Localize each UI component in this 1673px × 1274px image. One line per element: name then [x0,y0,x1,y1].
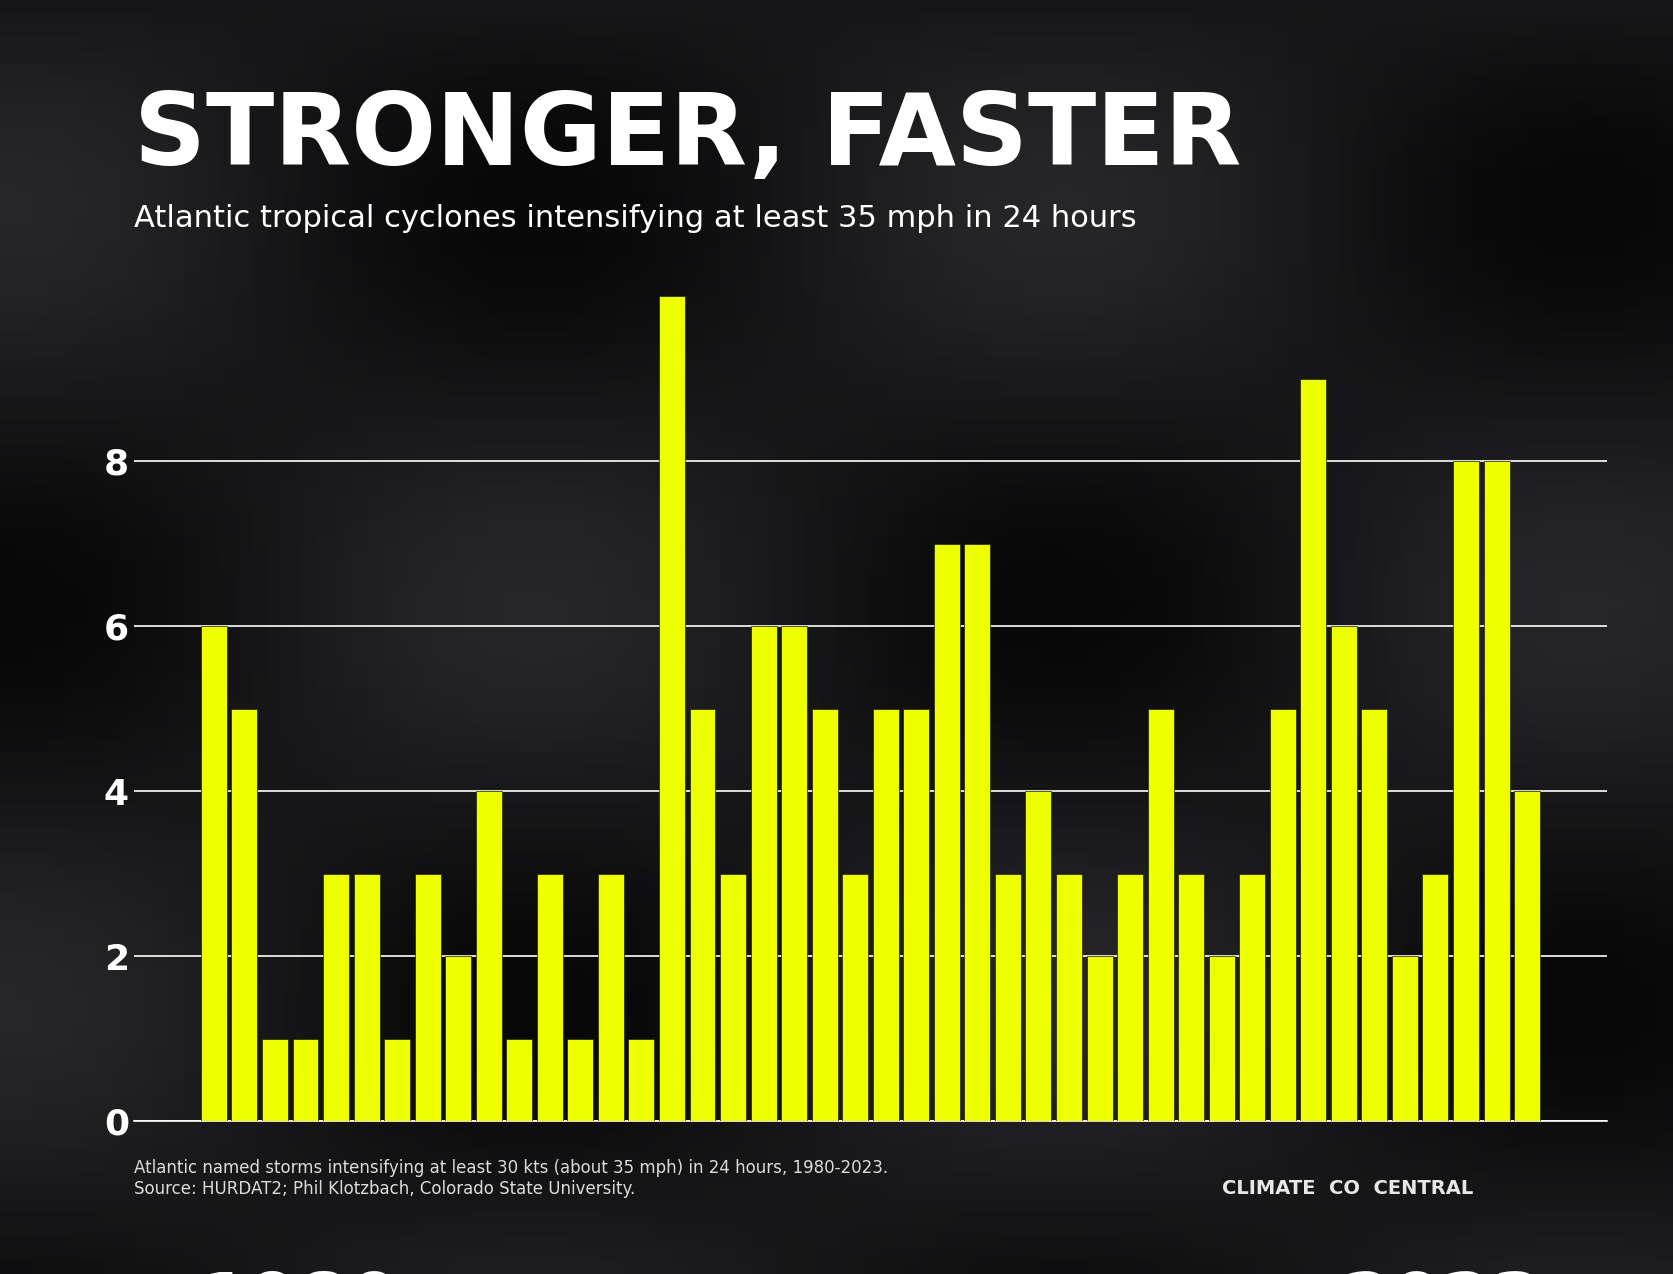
Bar [903,708,929,1121]
Bar [1392,956,1417,1121]
Text: 2023: 2023 [1340,1270,1541,1274]
Bar [842,874,868,1121]
Bar [323,874,348,1121]
Bar [1330,626,1357,1121]
Bar [1116,874,1143,1121]
Bar [689,708,714,1121]
Text: 1980: 1980 [199,1270,400,1274]
Bar [597,874,624,1121]
Bar [750,626,776,1121]
Text: Atlantic named storms intensifying at least 30 kts (about 35 mph) in 24 hours, 1: Atlantic named storms intensifying at le… [134,1159,887,1198]
Bar [872,708,898,1121]
Bar [659,296,684,1121]
Bar [1452,461,1479,1121]
Bar [1270,708,1295,1121]
Bar [627,1038,654,1121]
Bar [293,1038,318,1121]
Bar [383,1038,410,1121]
Text: STRONGER, FASTER: STRONGER, FASTER [134,89,1241,186]
Bar [1026,791,1051,1121]
Bar [964,544,990,1121]
Bar [231,708,258,1121]
Bar [719,874,746,1121]
Bar [1178,874,1203,1121]
Bar [475,791,502,1121]
Bar [1360,708,1387,1121]
Bar [353,874,380,1121]
Bar [811,708,836,1121]
Bar [567,1038,592,1121]
Bar [934,544,959,1121]
Bar [994,874,1021,1121]
Bar [1208,956,1235,1121]
Bar [781,626,806,1121]
Bar [1482,461,1509,1121]
Bar [445,956,470,1121]
Bar [1512,791,1539,1121]
Text: Atlantic tropical cyclones intensifying at least 35 mph in 24 hours: Atlantic tropical cyclones intensifying … [134,204,1136,233]
Bar [1056,874,1081,1121]
Bar [415,874,440,1121]
Bar [1300,378,1325,1121]
Bar [537,874,562,1121]
Bar [261,1038,288,1121]
Bar [1238,874,1265,1121]
Text: CLIMATE  CO  CENTRAL: CLIMATE CO CENTRAL [1221,1178,1472,1198]
Bar [1148,708,1173,1121]
Bar [201,626,228,1121]
Bar [1086,956,1113,1121]
Bar [505,1038,532,1121]
Bar [1422,874,1447,1121]
